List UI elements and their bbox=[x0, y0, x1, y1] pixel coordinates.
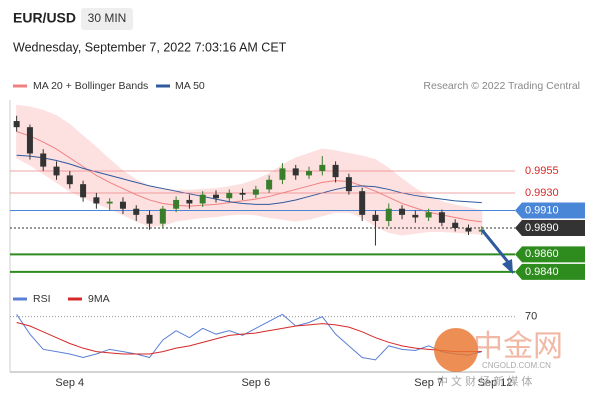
candle-body bbox=[106, 201, 113, 204]
y-tick-label: 70 bbox=[525, 311, 537, 323]
band-segment bbox=[281, 157, 297, 222]
candle-body bbox=[212, 194, 219, 199]
candle-body bbox=[53, 166, 60, 176]
candle-body bbox=[93, 197, 100, 204]
candle-body bbox=[332, 164, 339, 178]
legend-label: MA 20 + Bollinger Bands bbox=[33, 80, 148, 92]
ma20-line bbox=[16, 131, 482, 223]
candle-body bbox=[133, 208, 140, 215]
x-tick-label: Sep 4 bbox=[55, 377, 84, 389]
candle-body bbox=[399, 208, 406, 215]
rsi-line bbox=[16, 313, 482, 361]
candle-body bbox=[119, 201, 126, 209]
legend-label: MA 50 bbox=[175, 80, 205, 92]
candle-body bbox=[438, 212, 445, 223]
candle-body bbox=[425, 212, 432, 218]
candle-body bbox=[252, 189, 259, 195]
timeframe: 30 MIN bbox=[88, 11, 127, 25]
level-label: 0.9910 bbox=[525, 204, 559, 216]
watermark-logo-icon bbox=[434, 328, 478, 372]
level-label: 0.9955 bbox=[525, 165, 559, 177]
x-tick-label: Sep 6 bbox=[241, 377, 270, 389]
candle-body bbox=[412, 214, 419, 218]
candle-body bbox=[385, 208, 392, 221]
candle-body bbox=[186, 199, 193, 204]
watermark-logo: 中金网 bbox=[473, 330, 563, 363]
candle-body bbox=[173, 199, 180, 209]
candle-body bbox=[319, 164, 326, 172]
candle-body bbox=[66, 175, 73, 185]
band-segment bbox=[242, 179, 257, 216]
datetime: Wednesday, September 7, 2022 7:03:16 AM … bbox=[13, 40, 287, 54]
candle-body bbox=[26, 127, 33, 154]
level-label: 0.9860 bbox=[525, 248, 559, 260]
level-label: 0.9930 bbox=[525, 187, 559, 199]
arrow bbox=[480, 229, 510, 263]
candle-body bbox=[306, 171, 313, 176]
candle-body bbox=[199, 194, 206, 204]
candle-body bbox=[239, 192, 246, 195]
credit: Research © 2022 Trading Central bbox=[423, 80, 580, 92]
level-box bbox=[515, 246, 585, 263]
candle-body bbox=[226, 192, 233, 199]
candle-body bbox=[452, 222, 459, 229]
level-label: 0.9890 bbox=[525, 222, 559, 234]
timeframe-box bbox=[81, 8, 133, 30]
symbol: EUR/USD bbox=[13, 10, 76, 26]
arrow-head bbox=[502, 259, 513, 274]
candle-body bbox=[146, 214, 153, 224]
level-box bbox=[515, 263, 585, 280]
level-label: 0.9840 bbox=[525, 266, 559, 278]
x-tick-label: Sep 12 bbox=[478, 377, 513, 389]
candle-body bbox=[279, 168, 286, 180]
watermark-tagline: 中 文 财 经 新 媒 体 bbox=[437, 374, 532, 388]
candle-body bbox=[266, 179, 273, 190]
legend-label: 9MA bbox=[88, 293, 110, 305]
candle-body bbox=[80, 184, 87, 198]
candle-body bbox=[465, 228, 472, 232]
candle-body bbox=[345, 177, 352, 192]
rsi-line bbox=[16, 322, 482, 355]
candle-body bbox=[372, 214, 379, 221]
level-box bbox=[515, 220, 585, 237]
candle-body bbox=[359, 191, 366, 215]
candle-body bbox=[40, 153, 47, 167]
plot: 0.9955 0.9930 0.9910 0.9890 0.9860 0.9840 Sep … bbox=[10, 80, 585, 389]
level-box bbox=[515, 202, 585, 219]
legend-label: RSI bbox=[33, 293, 51, 305]
x-tick-label: Sep 7 bbox=[414, 377, 443, 389]
watermark-site: CNGOLD.COM.CN bbox=[482, 361, 551, 370]
candle-body bbox=[292, 168, 299, 176]
candle-body bbox=[159, 208, 166, 224]
candle-body bbox=[13, 121, 20, 128]
band-segment bbox=[388, 167, 403, 236]
